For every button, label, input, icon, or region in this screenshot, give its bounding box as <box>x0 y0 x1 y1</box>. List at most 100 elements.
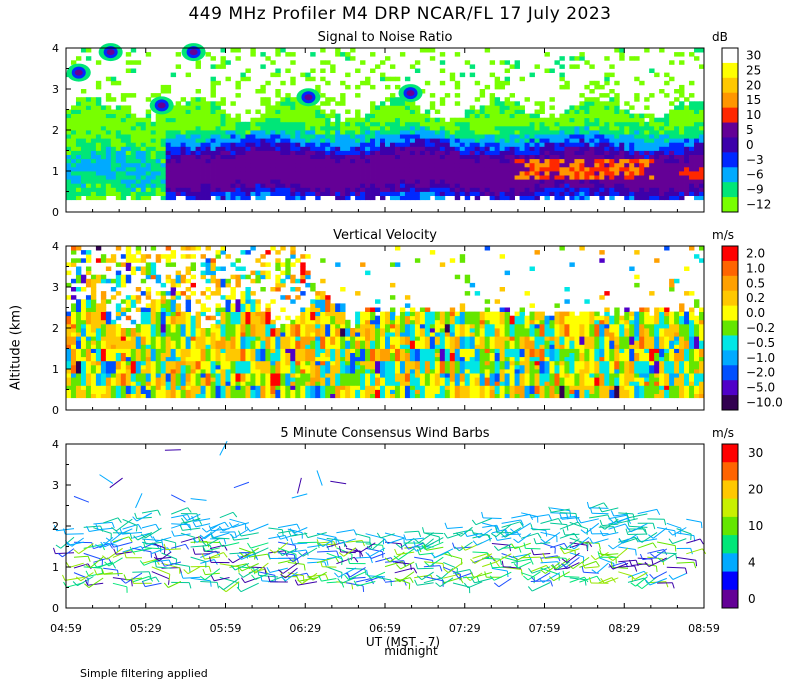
snr-cell <box>649 130 655 135</box>
snr-cell <box>150 138 157 143</box>
snr-cell <box>399 105 406 110</box>
snr-cell <box>220 117 226 123</box>
velocity-cell <box>230 319 236 325</box>
snr-cell <box>105 179 112 184</box>
snr-cell <box>514 134 520 139</box>
snr-cell <box>95 179 102 184</box>
snr-cell <box>315 154 321 160</box>
velocity-cell <box>320 307 326 312</box>
snr-cell <box>589 121 595 127</box>
snr-cell <box>469 158 476 164</box>
snr-cell <box>589 175 595 180</box>
velocity-cell <box>170 360 177 366</box>
snr-cell <box>689 101 695 106</box>
snr-cell <box>624 125 630 131</box>
velocity-cell <box>230 340 236 345</box>
snr-cell <box>360 80 366 86</box>
snr-cell <box>424 166 431 172</box>
snr-cell <box>559 121 565 127</box>
snr-cell <box>170 121 177 127</box>
velocity-cell <box>185 332 192 337</box>
snr-cell <box>215 105 221 110</box>
snr-cell <box>300 179 306 184</box>
snr-cell <box>684 121 690 127</box>
snr-cell <box>474 187 481 192</box>
velocity-cell <box>365 352 371 358</box>
snr-cell <box>489 146 496 151</box>
snr-cell <box>414 175 421 180</box>
velocity-cell <box>90 360 97 366</box>
snr-cell <box>90 109 97 114</box>
snr-cell <box>419 142 426 147</box>
velocity-cell <box>190 291 196 296</box>
velocity-cell <box>70 287 77 292</box>
snr-cell <box>399 130 406 135</box>
snr-cell <box>674 179 680 184</box>
velocity-cell <box>205 352 211 358</box>
velocity-cell <box>230 262 236 267</box>
snr-cell <box>340 97 346 102</box>
snr-cell <box>325 101 331 106</box>
snr-cell <box>70 130 77 135</box>
snr-cell <box>80 48 87 53</box>
snr-cell <box>135 191 142 196</box>
snr-cell <box>464 175 471 180</box>
snr-cell <box>290 101 296 106</box>
velocity-cell <box>135 287 142 292</box>
snr-cell <box>414 166 421 172</box>
snr-cell <box>130 138 137 143</box>
snr-cell <box>544 187 550 192</box>
snr-cell <box>554 175 560 180</box>
snr-cell <box>689 175 695 180</box>
snr-cell <box>90 113 97 119</box>
snr-cell <box>524 158 530 164</box>
velocity-cell <box>70 246 77 251</box>
velocity-cell <box>160 332 167 337</box>
velocity-cell <box>120 381 127 386</box>
velocity-cell <box>130 377 137 382</box>
velocity-cell <box>255 299 261 304</box>
velocity-cell <box>230 328 236 333</box>
velocity-cell <box>365 373 371 378</box>
velocity-cell <box>220 364 226 370</box>
snr-cell <box>190 121 196 127</box>
snr-cell <box>504 105 511 110</box>
velocity-cell <box>80 393 87 399</box>
snr-cell <box>195 138 201 143</box>
snr-cell <box>385 130 391 135</box>
snr-cell <box>285 142 291 147</box>
snr-cell <box>370 191 376 196</box>
snr-cell <box>95 113 102 119</box>
snr-cell <box>300 109 306 114</box>
velocity-cell <box>345 319 351 325</box>
snr-cell <box>589 150 595 155</box>
snr-cell <box>689 191 695 196</box>
snr-cell <box>404 162 411 168</box>
snr-cell <box>674 117 680 123</box>
snr-cell <box>489 171 496 176</box>
snr-cell <box>275 113 281 119</box>
snr-cell <box>105 154 112 160</box>
velocity-cell <box>280 377 286 382</box>
snr-cell <box>454 101 461 106</box>
snr-cell <box>210 76 216 82</box>
velocity-cell <box>355 311 361 317</box>
snr-cell <box>170 154 177 160</box>
snr-cell <box>499 171 506 176</box>
velocity-cell <box>125 250 132 255</box>
velocity-cell <box>250 344 256 349</box>
snr-cell <box>200 109 206 114</box>
snr-cell <box>669 191 675 196</box>
snr-cell <box>394 191 401 196</box>
snr-cell <box>474 109 481 114</box>
snr-cell <box>255 187 261 192</box>
snr-cell <box>320 60 326 65</box>
snr-cell <box>394 97 401 102</box>
velocity-cell <box>100 291 107 296</box>
snr-cell <box>170 162 177 168</box>
snr-cell <box>479 162 486 168</box>
velocity-cell <box>255 344 261 349</box>
snr-cell <box>125 109 132 114</box>
snr-cell <box>404 138 411 143</box>
snr-cell <box>534 109 540 114</box>
